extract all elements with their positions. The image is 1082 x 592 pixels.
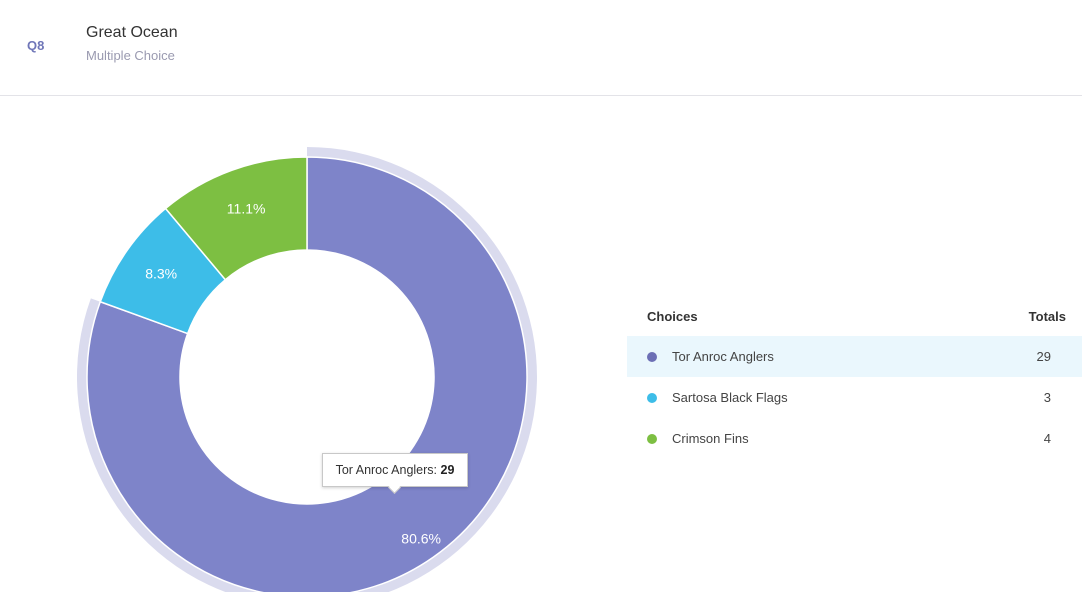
table-row[interactable]: Tor Anroc Anglers 29 [627, 336, 1082, 377]
choice-label: Tor Anroc Anglers [672, 349, 774, 364]
donut-chart: 80.6% 8.3% 11.1% [77, 147, 537, 592]
choice-total: 29 [1036, 349, 1051, 364]
legend-dot-icon [647, 434, 657, 444]
question-header: Q8 Great Ocean Multiple Choice [0, 0, 1082, 96]
choices-table: Choices Totals Tor Anroc Anglers 29 Sart… [627, 296, 1082, 459]
tooltip-value: 29 [440, 463, 455, 477]
legend-dot-icon [647, 352, 657, 362]
slice-percent-label: 11.1% [227, 200, 266, 216]
table-row[interactable]: Crimson Fins 4 [627, 418, 1082, 459]
question-number: Q8 [27, 38, 45, 53]
table-row[interactable]: Sartosa Black Flags 3 [627, 377, 1082, 418]
legend-dot-icon [647, 393, 657, 403]
question-title: Great Ocean [86, 24, 178, 41]
slice-percent-label: 80.6% [401, 531, 441, 547]
slice-percent-label: 8.3% [145, 266, 177, 282]
donut-slice[interactable] [164, 156, 308, 281]
header-choices: Choices [647, 309, 698, 324]
choice-total: 3 [1043, 390, 1051, 405]
table-header: Choices Totals [627, 296, 1082, 336]
question-type: Multiple Choice [86, 48, 175, 63]
choice-total: 4 [1043, 431, 1051, 446]
tooltip-label: Tor Anroc Anglers: [335, 463, 438, 477]
header-totals: Totals [1028, 309, 1066, 324]
chart-tooltip: Tor Anroc Anglers: 29 [322, 453, 468, 487]
choice-label: Sartosa Black Flags [672, 390, 788, 405]
choice-label: Crimson Fins [672, 431, 749, 446]
